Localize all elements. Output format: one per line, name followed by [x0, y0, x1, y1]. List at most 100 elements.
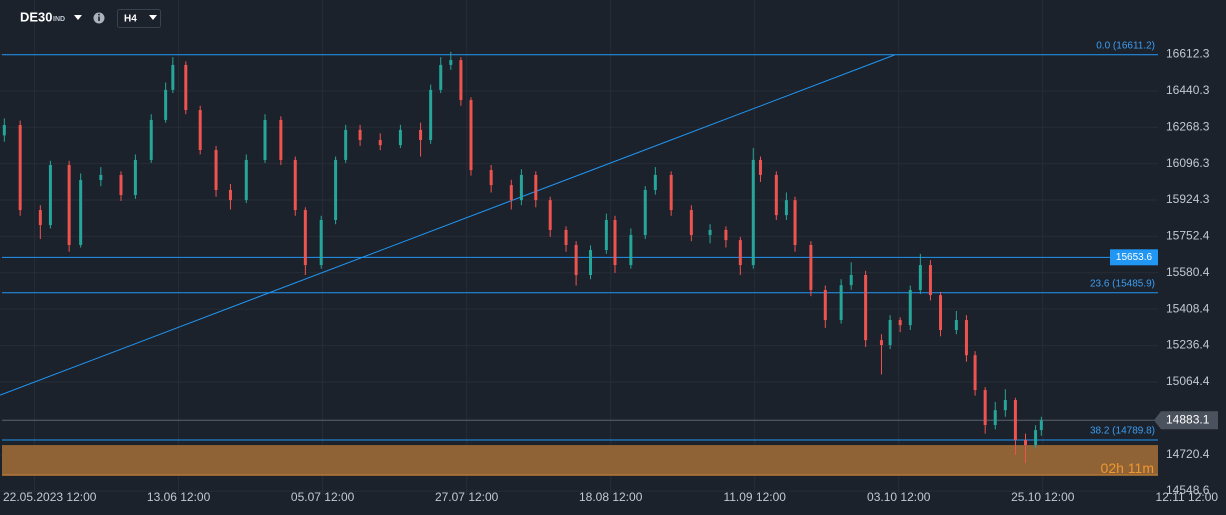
candle-body [604, 220, 608, 251]
candle-body [79, 180, 83, 245]
x-tick-label: 13.06 12:00 [147, 490, 211, 504]
y-tick-label: 16440.3 [1166, 83, 1210, 97]
candle-body [489, 170, 493, 186]
candle-body [319, 220, 323, 266]
candle-body [279, 119, 283, 160]
candle-body [751, 159, 755, 266]
candle-body [214, 149, 218, 190]
candle-body [228, 189, 232, 201]
timeframe-selector[interactable] [117, 9, 161, 28]
candle-body [38, 210, 42, 226]
toolbar: DE30 IND H4 [20, 9, 161, 28]
x-tick-label: 12.11 12:00 [1156, 490, 1219, 504]
candle-body [398, 129, 402, 146]
level-badge [1110, 249, 1158, 266]
candle-body [809, 244, 813, 291]
x-tick-label: 05.07 12:00 [291, 490, 355, 504]
symbol[interactable]: DE30 [20, 9, 53, 24]
zone [2, 445, 1158, 476]
candle-body [849, 275, 853, 286]
x-tick-label: 25.10 12:00 [1011, 490, 1075, 504]
candle-body [1034, 430, 1038, 446]
candle-body [564, 229, 568, 245]
candle-body [784, 200, 788, 216]
candle-body [67, 165, 71, 245]
candle-body [908, 290, 912, 326]
candle-body [864, 275, 868, 341]
candle-body [534, 174, 538, 201]
candle-body [918, 265, 922, 291]
candle-body [164, 89, 168, 120]
y-tick-label: 15408.4 [1166, 301, 1210, 315]
x-tick-label: 27.07 12:00 [435, 490, 499, 504]
candle-body [303, 210, 307, 266]
candle-body [1013, 400, 1017, 440]
candle-body [439, 64, 443, 90]
candle-body [973, 355, 977, 391]
candle-body [983, 390, 987, 425]
x-tick-label: 22.05.2023 12:00 [3, 490, 97, 504]
y-tick-label: 15924.3 [1166, 192, 1210, 206]
candle-body [613, 220, 617, 266]
candle-body [419, 129, 423, 141]
candle-body [459, 60, 463, 101]
candle-body [793, 200, 797, 245]
candle-body [48, 165, 52, 226]
y-tick-label: 16612.3 [1166, 47, 1210, 61]
candle-body [1023, 440, 1027, 446]
candle-body [184, 64, 188, 110]
candle-body [823, 290, 827, 321]
candle-body [18, 125, 22, 211]
candle-body [99, 174, 103, 181]
candle-body [898, 320, 902, 326]
candle-body [1039, 420, 1043, 431]
candle-body [724, 229, 728, 241]
candle-body [708, 229, 712, 236]
candle-body [879, 340, 883, 346]
y-tick-label: 15064.4 [1166, 374, 1210, 388]
symbol-dropdown[interactable] [74, 15, 82, 20]
candle-body [429, 89, 433, 141]
candle-body [643, 189, 647, 236]
trendline [0, 54, 895, 396]
y-tick-label: 16268.3 [1166, 119, 1210, 133]
y-tick-label: 15580.4 [1166, 265, 1210, 279]
symbol-type: IND [53, 16, 65, 23]
candle-body [689, 210, 693, 236]
candle-body [629, 235, 633, 266]
candle-body [469, 100, 473, 171]
candle-body [928, 265, 932, 296]
candle-body [149, 119, 153, 160]
candle-body [244, 159, 248, 201]
candle-body [119, 174, 123, 196]
candle-body [839, 285, 843, 321]
candle-body [263, 119, 267, 160]
candle-body [964, 320, 968, 356]
candle-body [589, 250, 593, 275]
timeframe-dropdown[interactable] [149, 15, 157, 20]
candle-body [738, 240, 742, 266]
candle-body [888, 320, 892, 346]
info-glyph [98, 16, 100, 21]
y-tick-label: 14720.4 [1166, 447, 1210, 461]
timer: 02h 11m [1101, 460, 1154, 476]
candle-body [548, 200, 552, 230]
candle-body [939, 295, 943, 330]
candle-body [378, 140, 382, 146]
candle-body [358, 129, 362, 141]
candle-body [449, 60, 453, 65]
candle-body [2, 125, 6, 136]
candle-body [758, 159, 762, 175]
candle-body [519, 174, 523, 201]
y-tick-label: 15752.4 [1166, 229, 1210, 243]
level-label: 0.0 (16611.2) [1096, 40, 1155, 51]
candle-body [509, 185, 513, 201]
candle-body [669, 174, 673, 211]
candle-body [653, 174, 657, 190]
timeframe: H4 [124, 14, 137, 25]
candle-body [574, 244, 578, 275]
candle-body [1003, 400, 1007, 411]
candle-body [774, 174, 778, 216]
candle-body [171, 64, 175, 90]
